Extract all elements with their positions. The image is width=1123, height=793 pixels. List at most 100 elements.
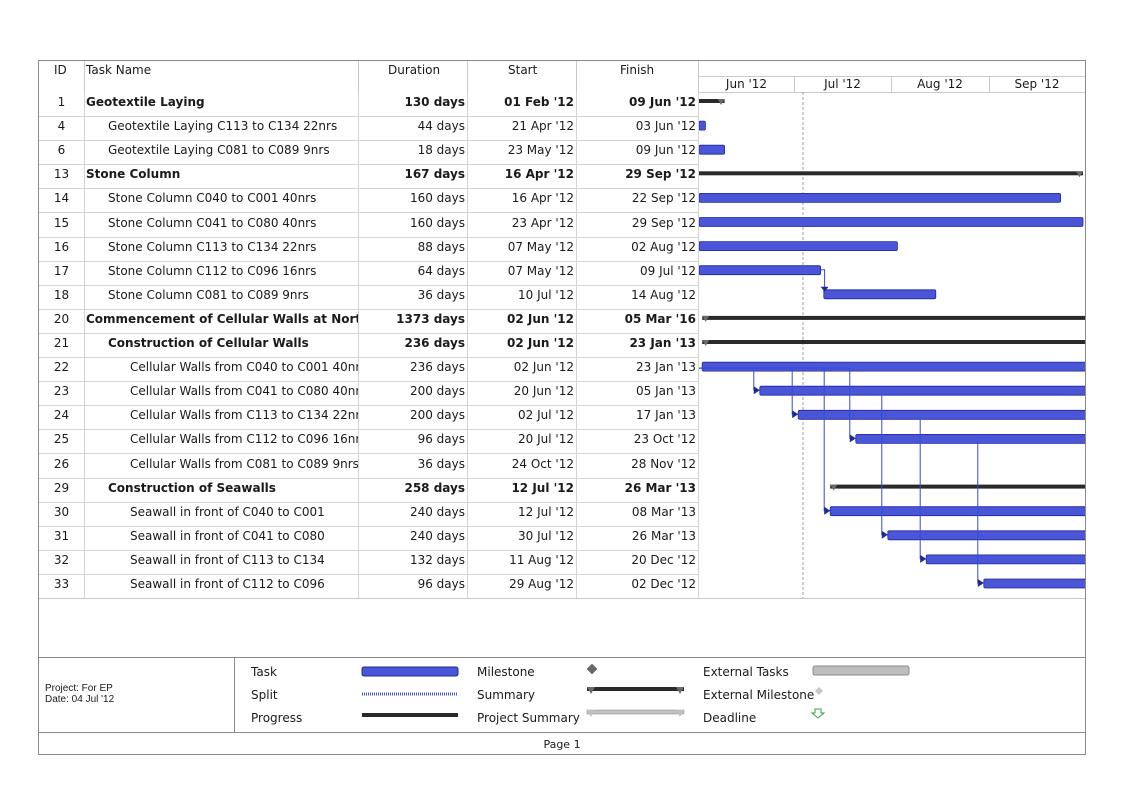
task-id-cell[interactable]: 22 <box>39 357 85 382</box>
task-name-cell[interactable]: Commencement of Cellular Walls at North … <box>85 308 359 333</box>
task-start-cell[interactable]: 02 Jul '12 <box>468 405 577 430</box>
task-duration-cell[interactable]: 96 days <box>359 574 468 598</box>
task-duration-cell[interactable]: 160 days <box>359 212 468 237</box>
task-name-cell[interactable]: Geotextile Laying <box>85 92 359 116</box>
task-id-cell[interactable]: 32 <box>39 549 85 574</box>
task-finish-cell[interactable]: 26 Mar '13 <box>577 525 699 550</box>
task-finish-cell[interactable]: 09 Jun '12 <box>577 140 699 165</box>
task-finish-cell[interactable]: 23 Jan '13 <box>577 333 699 357</box>
task-name-cell[interactable]: Stone Column C041 to C080 40nrs <box>85 212 359 237</box>
task-finish-cell[interactable]: 23 Jan '13 <box>577 357 699 382</box>
task-name-cell[interactable]: Cellular Walls from C112 to C096 16nrs <box>85 429 359 454</box>
task-id-cell[interactable]: 29 <box>39 477 85 502</box>
task-finish-cell[interactable]: 05 Mar '16 <box>577 308 699 333</box>
task-start-cell[interactable]: 29 Aug '12 <box>468 574 577 598</box>
task-row[interactable]: 6 Geotextile Laying C081 to C089 9nrs 18 d… <box>39 140 699 166</box>
task-start-cell[interactable]: 20 Jun '12 <box>468 381 577 406</box>
task-start-cell[interactable]: 02 Jun '12 <box>468 357 577 382</box>
task-duration-cell[interactable]: 200 days <box>359 381 468 406</box>
task-row[interactable]: 23 Cellular Walls from C041 to C080 40nrs… <box>39 381 699 407</box>
task-start-cell[interactable]: 16 Apr '12 <box>468 188 577 213</box>
task-row[interactable]: 32 Seawall in front of C113 to C134 132 da… <box>39 549 699 575</box>
header-finish[interactable]: Finish <box>577 61 699 92</box>
task-duration-cell[interactable]: 160 days <box>359 188 468 213</box>
task-id-cell[interactable]: 24 <box>39 405 85 430</box>
task-start-cell[interactable]: 30 Jul '12 <box>468 525 577 550</box>
header-task-name[interactable]: Task Name <box>85 61 359 92</box>
task-finish-cell[interactable]: 02 Aug '12 <box>577 236 699 261</box>
task-id-cell[interactable]: 14 <box>39 188 85 213</box>
task-row[interactable]: 18 Stone Column C081 to C089 9nrs 36 days 1… <box>39 284 699 310</box>
task-duration-cell[interactable]: 1373 days <box>359 308 468 333</box>
header-start[interactable]: Start <box>468 61 577 92</box>
task-id-cell[interactable]: 1 <box>39 92 85 116</box>
task-finish-cell[interactable]: 14 Aug '12 <box>577 284 699 309</box>
task-row[interactable]: 14 Stone Column C040 to C001 40nrs 160 day… <box>39 188 699 214</box>
task-duration-cell[interactable]: 88 days <box>359 236 468 261</box>
task-duration-cell[interactable]: 258 days <box>359 477 468 502</box>
task-id-cell[interactable]: 23 <box>39 381 85 406</box>
task-row[interactable]: 17 Stone Column C112 to C096 16nrs 64 days… <box>39 260 699 286</box>
task-start-cell[interactable]: 21 Apr '12 <box>468 116 577 141</box>
task-id-cell[interactable]: 21 <box>39 333 85 357</box>
task-id-cell[interactable]: 18 <box>39 284 85 309</box>
task-duration-cell[interactable]: 240 days <box>359 501 468 526</box>
task-name-cell[interactable]: Stone Column C040 to C001 40nrs <box>85 188 359 213</box>
task-start-cell[interactable]: 11 Aug '12 <box>468 549 577 574</box>
task-finish-cell[interactable]: 22 Sep '12 <box>577 188 699 213</box>
task-finish-cell[interactable]: 29 Sep '12 <box>577 164 699 189</box>
task-name-cell[interactable]: Geotextile Laying C113 to C134 22nrs <box>85 116 359 141</box>
task-finish-cell[interactable]: 23 Oct '12 <box>577 429 699 454</box>
task-id-cell[interactable]: 30 <box>39 501 85 526</box>
task-start-cell[interactable]: 07 May '12 <box>468 236 577 261</box>
task-start-cell[interactable]: 02 Jun '12 <box>468 333 577 357</box>
task-id-cell[interactable]: 16 <box>39 236 85 261</box>
task-row[interactable]: 24 Cellular Walls from C113 to C134 22nrs… <box>39 405 699 431</box>
task-name-cell[interactable]: Stone Column <box>85 164 359 189</box>
task-start-cell[interactable]: 20 Jul '12 <box>468 429 577 454</box>
task-start-cell[interactable]: 10 Jul '12 <box>468 284 577 309</box>
task-name-cell[interactable]: Cellular Walls from C041 to C080 40nrs <box>85 381 359 406</box>
task-duration-cell[interactable]: 96 days <box>359 429 468 454</box>
task-name-cell[interactable]: Geotextile Laying C081 to C089 9nrs <box>85 140 359 165</box>
task-id-cell[interactable]: 13 <box>39 164 85 189</box>
task-name-cell[interactable]: Construction of Cellular Walls <box>85 333 359 357</box>
task-row[interactable]: 26 Cellular Walls from C081 to C089 9nrs 3… <box>39 453 699 479</box>
task-id-cell[interactable]: 15 <box>39 212 85 237</box>
task-row[interactable]: 1 Geotextile Laying 130 days 01 Feb '12 09 J… <box>39 92 699 117</box>
task-name-cell[interactable]: Stone Column C112 to C096 16nrs <box>85 260 359 285</box>
task-duration-cell[interactable]: 18 days <box>359 140 468 165</box>
task-id-cell[interactable]: 4 <box>39 116 85 141</box>
task-start-cell[interactable]: 07 May '12 <box>468 260 577 285</box>
task-duration-cell[interactable]: 240 days <box>359 525 468 550</box>
task-duration-cell[interactable]: 36 days <box>359 453 468 478</box>
task-duration-cell[interactable]: 44 days <box>359 116 468 141</box>
task-start-cell[interactable]: 01 Feb '12 <box>468 92 577 116</box>
task-id-cell[interactable]: 26 <box>39 453 85 478</box>
task-duration-cell[interactable]: 132 days <box>359 549 468 574</box>
task-row[interactable]: 21 Construction of Cellular Walls 236 days… <box>39 333 699 358</box>
task-finish-cell[interactable]: 29 Sep '12 <box>577 212 699 237</box>
task-name-cell[interactable]: Cellular Walls from C040 to C001 40nrs <box>85 357 359 382</box>
task-id-cell[interactable]: 6 <box>39 140 85 165</box>
task-finish-cell[interactable]: 09 Jul '12 <box>577 260 699 285</box>
task-row[interactable]: 33 Seawall in front of C112 to C096 96 day… <box>39 574 699 599</box>
task-id-cell[interactable]: 25 <box>39 429 85 454</box>
task-start-cell[interactable]: 12 Jul '12 <box>468 477 577 502</box>
task-name-cell[interactable]: Stone Column C113 to C134 22nrs <box>85 236 359 261</box>
task-id-cell[interactable]: 20 <box>39 308 85 333</box>
task-duration-cell[interactable]: 167 days <box>359 164 468 189</box>
task-duration-cell[interactable]: 200 days <box>359 405 468 430</box>
task-finish-cell[interactable]: 26 Mar '13 <box>577 477 699 502</box>
header-duration[interactable]: Duration <box>359 61 468 92</box>
task-name-cell[interactable]: Seawall in front of C113 to C134 <box>85 549 359 574</box>
task-duration-cell[interactable]: 236 days <box>359 333 468 357</box>
task-id-cell[interactable]: 17 <box>39 260 85 285</box>
task-duration-cell[interactable]: 64 days <box>359 260 468 285</box>
task-name-cell[interactable]: Cellular Walls from C113 to C134 22nrs <box>85 405 359 430</box>
task-finish-cell[interactable]: 17 Jan '13 <box>577 405 699 430</box>
task-finish-cell[interactable]: 09 Jun '12 <box>577 92 699 116</box>
task-name-cell[interactable]: Seawall in front of C112 to C096 <box>85 574 359 598</box>
task-start-cell[interactable]: 02 Jun '12 <box>468 308 577 333</box>
